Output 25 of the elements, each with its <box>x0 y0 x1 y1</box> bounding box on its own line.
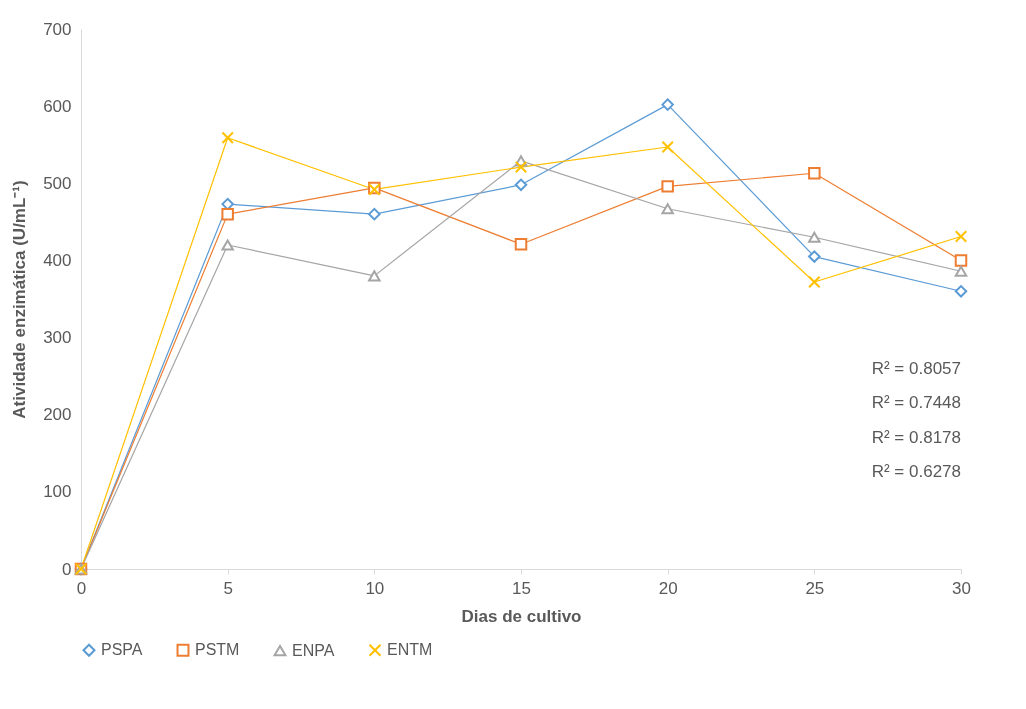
legend-label: ENTM <box>387 641 433 659</box>
y-tick-label: 600 <box>43 96 72 116</box>
legend-label: PSPA <box>101 641 143 659</box>
annotation: R² = 0.8178 <box>871 427 961 447</box>
y-tick-label: 400 <box>43 250 72 270</box>
x-tick-label: 5 <box>223 578 233 598</box>
y-tick-label: 700 <box>43 19 72 39</box>
x-tick-label: 25 <box>805 578 825 598</box>
annotation: R² = 0.8057 <box>871 359 961 379</box>
x-axis-title: Dias de cultivo <box>461 606 582 626</box>
y-tick-label: 0 <box>62 559 72 579</box>
x-tick-label: 20 <box>658 578 678 598</box>
y-tick-label: 100 <box>43 482 72 502</box>
x-tick-label: 0 <box>76 578 87 598</box>
x-tick-label: 15 <box>512 578 531 598</box>
x-tick-label: 10 <box>365 578 385 598</box>
y-tick-label: 500 <box>43 173 72 193</box>
y-axis-title: Atividade enzimática (U/mL⁻¹) <box>10 180 30 419</box>
y-tick-label: 200 <box>43 405 72 425</box>
x-tick-label: 30 <box>952 578 971 598</box>
y-tick-label: 300 <box>43 328 72 348</box>
annotation: R² = 0.7448 <box>871 393 961 413</box>
legend-label: PSTM <box>195 641 240 659</box>
annotation: R² = 0.6278 <box>871 461 961 481</box>
legend-label: ENPA <box>292 641 335 659</box>
